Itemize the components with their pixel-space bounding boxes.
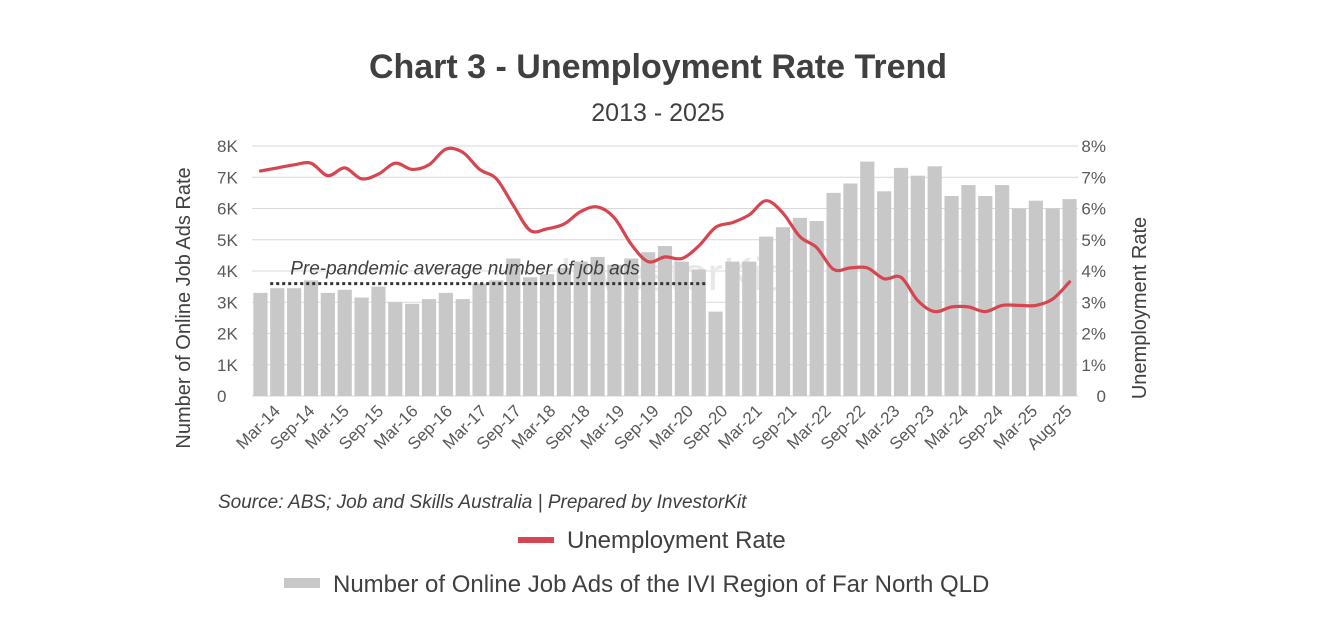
bar bbox=[320, 292, 335, 396]
legend-item-bars: Number of Online Job Ads of the IVI Regi… bbox=[284, 571, 989, 598]
y2-tick-label: 4% bbox=[1081, 262, 1106, 281]
bar bbox=[539, 274, 555, 396]
bar bbox=[742, 261, 757, 396]
y2-tick-label: 8% bbox=[1081, 137, 1106, 156]
bar bbox=[388, 302, 403, 396]
bar bbox=[489, 280, 504, 396]
chart-title: Chart 3 - Unemployment Rate Trend bbox=[369, 48, 947, 86]
bar bbox=[826, 192, 841, 396]
bar bbox=[506, 258, 521, 396]
bar-series bbox=[253, 161, 1077, 396]
bar bbox=[287, 288, 302, 396]
source-note: Source: ABS; Job and Skills Australia | … bbox=[218, 492, 747, 513]
bar bbox=[944, 196, 959, 396]
chart-subtitle: 2013 - 2025 bbox=[591, 99, 724, 127]
y2-tick-label: 1% bbox=[1081, 356, 1106, 375]
bar bbox=[978, 196, 993, 396]
legend-swatch bbox=[284, 578, 320, 588]
bar bbox=[455, 299, 470, 396]
y-axis-right: 0 1% 2% 3% 4% 5% 6% 7% 8% bbox=[1081, 137, 1106, 406]
y2-tick-label: 0 bbox=[1097, 387, 1106, 406]
bar bbox=[1062, 199, 1077, 396]
bar bbox=[893, 167, 909, 396]
bar bbox=[421, 299, 437, 396]
bar bbox=[775, 227, 791, 396]
bar bbox=[590, 256, 605, 396]
bar bbox=[641, 252, 656, 396]
bar bbox=[303, 280, 319, 396]
bar bbox=[657, 246, 673, 396]
y-tick-label: 3K bbox=[217, 293, 238, 312]
bar bbox=[337, 289, 352, 396]
bar bbox=[910, 175, 925, 396]
legend-item-line: Unemployment Rate bbox=[518, 527, 786, 554]
line-series bbox=[258, 146, 1072, 314]
bar bbox=[438, 292, 453, 396]
bar bbox=[556, 267, 571, 396]
bar bbox=[759, 236, 774, 396]
bar bbox=[624, 258, 639, 396]
bar bbox=[371, 286, 386, 396]
bar bbox=[995, 185, 1010, 396]
legend: Unemployment Rate Number of Online Job Ad… bbox=[284, 527, 989, 598]
bar bbox=[354, 297, 369, 396]
y2-tick-label: 7% bbox=[1081, 168, 1106, 187]
bar bbox=[691, 269, 706, 396]
bar bbox=[860, 161, 875, 396]
bar bbox=[961, 185, 976, 396]
bar bbox=[270, 288, 285, 396]
bar bbox=[607, 264, 622, 396]
y2-tick-label: 6% bbox=[1081, 200, 1106, 219]
y-tick-label: 5K bbox=[217, 231, 238, 250]
bar bbox=[1011, 208, 1027, 396]
bar bbox=[573, 261, 588, 396]
bar bbox=[253, 292, 268, 396]
y-tick-label: 8K bbox=[217, 137, 238, 156]
x-axis: Mar-14Sep-14Mar-15Sep-15Mar-16Sep-16Mar-… bbox=[233, 401, 1076, 453]
series-line bbox=[258, 146, 1072, 314]
legend-label: Unemployment Rate bbox=[567, 527, 786, 554]
bar bbox=[927, 166, 942, 396]
y2-tick-label: 3% bbox=[1081, 293, 1106, 312]
bar bbox=[809, 221, 824, 396]
annotation-text: Pre-pandemic average number of job ads bbox=[290, 259, 640, 280]
bar bbox=[877, 191, 892, 396]
y-axis-title: Number of Online Job Ads Rate bbox=[173, 167, 195, 448]
annotation: Pre-pandemic average number of job ads bbox=[270, 259, 706, 286]
y2-tick-label: 5% bbox=[1081, 231, 1106, 250]
legend-label: Number of Online Job Ads of the IVI Regi… bbox=[333, 571, 989, 598]
bar bbox=[708, 311, 723, 396]
bar bbox=[843, 183, 858, 396]
y-tick-label: 7K bbox=[217, 168, 238, 187]
y-tick-label: 1K bbox=[217, 356, 238, 375]
y-tick-label: 4K bbox=[217, 262, 238, 281]
bar bbox=[523, 277, 538, 396]
bar bbox=[792, 217, 807, 396]
bar bbox=[725, 261, 740, 396]
bar bbox=[674, 261, 689, 396]
y-axis-left: 0 1K 2K 3K 4K 5K 6K 7K 8K bbox=[217, 137, 238, 406]
y2-axis-title: Unemployment Rate bbox=[1129, 217, 1151, 399]
y-tick-label: 6K bbox=[217, 200, 238, 219]
bar bbox=[472, 283, 487, 396]
bar bbox=[405, 303, 420, 396]
y2-tick-label: 2% bbox=[1081, 325, 1106, 344]
y-tick-label: 2K bbox=[217, 325, 238, 344]
legend-swatch bbox=[518, 537, 554, 543]
bar bbox=[1028, 200, 1043, 396]
y-tick-label: 0 bbox=[217, 387, 226, 406]
bar bbox=[1045, 208, 1060, 396]
